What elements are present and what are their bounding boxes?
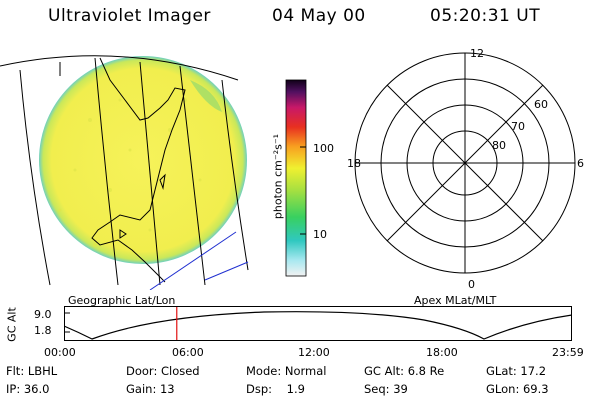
date-label: 04 May 00 bbox=[272, 6, 366, 26]
limb-brightening bbox=[190, 80, 222, 112]
info-door: Door: Closed bbox=[126, 364, 200, 378]
polar-grid bbox=[354, 52, 576, 274]
uv-image-panel bbox=[0, 55, 249, 290]
info-ip: IP: 36.0 bbox=[6, 382, 50, 396]
info-mode: Mode: Normal bbox=[246, 364, 327, 378]
coastline bbox=[91, 57, 186, 283]
timeline-xtick-4: 23:59 bbox=[552, 346, 584, 359]
timeline-ylabel: GC Alt bbox=[5, 307, 19, 342]
info-dsp: Dsp: 1.9 bbox=[246, 382, 305, 396]
instrument-title: Ultraviolet Imager bbox=[48, 6, 211, 26]
info-seq: Seq: 39 bbox=[364, 382, 408, 396]
timeline-xtick-1: 06:00 bbox=[172, 346, 204, 359]
geo-grid bbox=[0, 55, 249, 286]
colorbar-gradient bbox=[285, 79, 307, 277]
left-panel-label: Geographic Lat/Lon bbox=[68, 294, 176, 307]
timeline-ytick-top: 9.0 bbox=[34, 308, 52, 321]
polar-diagonal-2 bbox=[386, 84, 544, 242]
mlat-label-60: 60 bbox=[534, 98, 548, 111]
info-glon: GLon: 69.3 bbox=[486, 382, 549, 396]
orbit-track bbox=[149, 231, 249, 290]
mlat-label-80: 80 bbox=[492, 139, 506, 152]
mlt-label-12: 12 bbox=[470, 47, 484, 60]
info-filter: Flt: LBHL bbox=[6, 364, 58, 378]
info-gc-alt: GC Alt: 6.8 Re bbox=[364, 364, 445, 378]
timeline-frame bbox=[64, 306, 572, 341]
right-panel-label: Apex MLat/MLT bbox=[414, 294, 497, 307]
timeline-xtick-0: 00:00 bbox=[44, 346, 76, 359]
timeline-xtick-3: 18:00 bbox=[426, 346, 458, 359]
mlt-label-18: 18 bbox=[347, 157, 361, 170]
timeline-ytick-bottom: 1.8 bbox=[34, 324, 52, 337]
time-label: 05:20:31 UT bbox=[430, 6, 541, 26]
mlat-label-70: 70 bbox=[511, 120, 525, 133]
mlt-label-0: 0 bbox=[468, 278, 475, 291]
colorbar-unit-label: photon cm⁻²s⁻¹ bbox=[271, 133, 285, 220]
colorbar-tick-label-10: 10 bbox=[313, 228, 327, 241]
mlt-label-6: 6 bbox=[577, 157, 584, 170]
info-gain: Gain: 13 bbox=[126, 382, 175, 396]
info-glat: GLat: 17.2 bbox=[486, 364, 547, 378]
timeline-plot bbox=[64, 306, 572, 341]
colorbar bbox=[285, 79, 307, 277]
timeline-xtick-2: 12:00 bbox=[298, 346, 330, 359]
colorbar-tick-label-100: 100 bbox=[313, 142, 334, 155]
emission-disk bbox=[39, 56, 247, 264]
altitude-curve bbox=[64, 311, 572, 340]
